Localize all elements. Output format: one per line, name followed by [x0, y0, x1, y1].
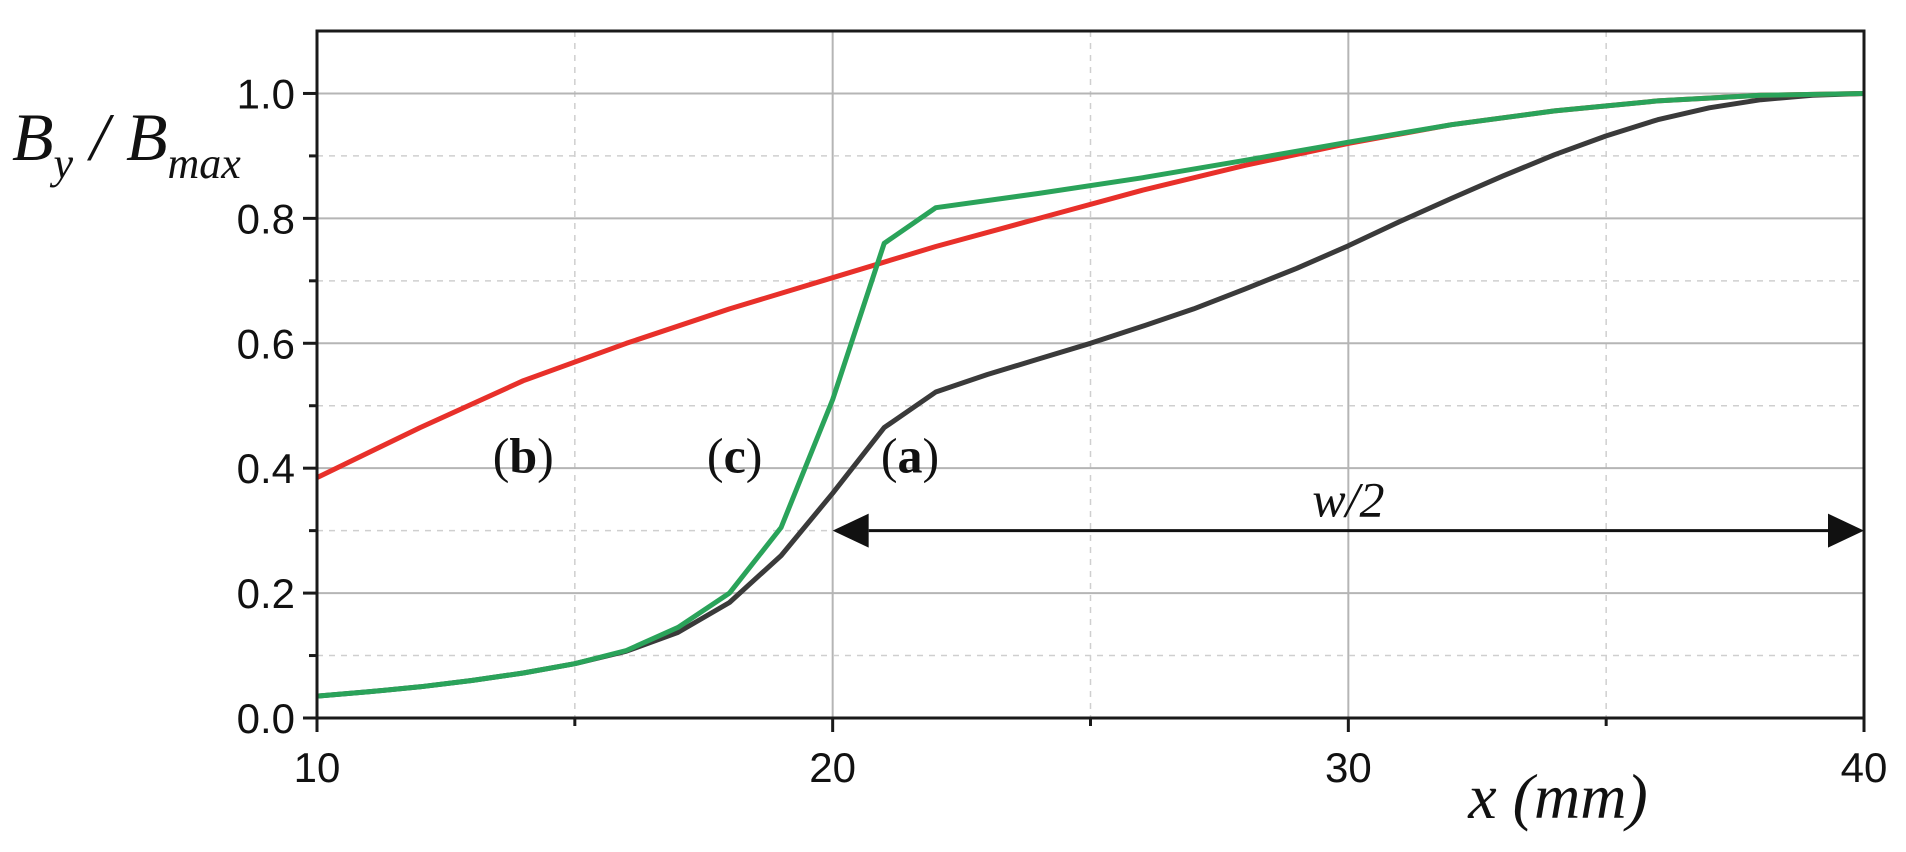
- ticks: [303, 91, 1866, 732]
- span-arrow-right-head: [1828, 513, 1864, 548]
- y-tick-label: 0.0: [237, 695, 295, 742]
- tick-labels: 10 20 30 40 0.0 0.2 0.4 0.6 0.8 1.0: [237, 70, 1888, 791]
- y-tick-label: 0.2: [237, 570, 295, 617]
- y-label-sub2: max: [168, 139, 242, 188]
- y-tick-label: 1.0: [237, 70, 295, 117]
- y-tick-label: 0.4: [237, 445, 295, 492]
- curve-label-a: (a): [881, 428, 939, 484]
- series-line-c: [317, 91, 1864, 699]
- y-axis-label: By / Bmax: [12, 99, 241, 188]
- x-tick-label: 30: [1325, 744, 1372, 791]
- x-tick-label: 20: [809, 744, 856, 791]
- y-label-sub1: y: [50, 139, 74, 188]
- curves: [317, 91, 1864, 699]
- x-axis-label: x (mm): [1467, 761, 1647, 832]
- y-label-main: B: [12, 99, 54, 175]
- annotations: (b) (c) (a) w/2: [493, 428, 1864, 548]
- x-tick-label: 10: [294, 744, 341, 791]
- y-label-sep: / B: [73, 99, 167, 175]
- span-label: w/2: [1312, 472, 1384, 528]
- grid: [317, 31, 1864, 718]
- curve-label-c: (c): [707, 428, 763, 484]
- curve-label-b: (b): [493, 428, 554, 484]
- x-tick-label: 40: [1841, 744, 1888, 791]
- y-tick-label: 0.6: [237, 320, 295, 367]
- span-arrow-left-head: [832, 513, 869, 548]
- y-tick-label: 0.8: [237, 195, 295, 242]
- plot-frame: [315, 29, 1866, 720]
